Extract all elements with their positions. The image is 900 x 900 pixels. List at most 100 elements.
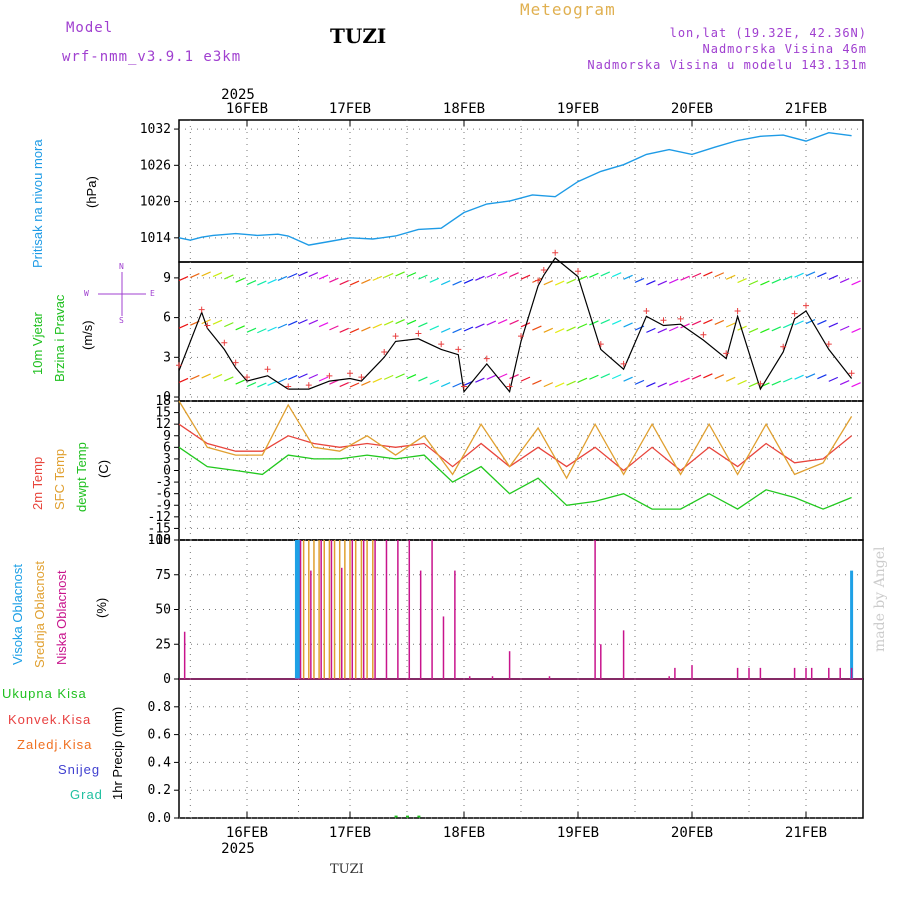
wind-vector xyxy=(475,377,485,383)
wind-vector xyxy=(646,382,656,388)
wind-gust-marker xyxy=(825,341,832,348)
wind-vector xyxy=(520,274,531,280)
wind-compass-south: S xyxy=(119,316,124,325)
wind-vector xyxy=(725,322,736,328)
wind-gust-marker xyxy=(506,383,513,390)
wind-vector xyxy=(828,274,839,280)
y-tick-label: 9 xyxy=(163,271,171,286)
wind-compass-icon xyxy=(98,272,146,316)
wind-vector xyxy=(520,376,531,382)
wind-vector xyxy=(349,328,360,334)
wind-vector xyxy=(691,374,702,380)
wind-vector xyxy=(691,272,702,278)
wind-vector xyxy=(760,328,770,334)
wind-vector xyxy=(308,319,319,325)
wind-vector xyxy=(190,374,200,381)
wind-vector xyxy=(600,271,611,277)
precip-label-conv: Konvek.Kisa xyxy=(8,712,92,727)
y-tick-label: 1026 xyxy=(140,158,171,173)
wind-gust-marker xyxy=(244,374,250,381)
wind-gust-marker xyxy=(734,307,741,314)
wind-vector xyxy=(714,374,725,380)
wind-vector xyxy=(329,379,339,385)
wind-compass-west: W xyxy=(84,289,89,298)
wind-vector xyxy=(452,280,462,286)
y-tick-label: -15 xyxy=(148,521,171,536)
precip-total-bar xyxy=(406,815,409,818)
wind-gust-marker xyxy=(455,346,462,353)
wind-vector xyxy=(235,277,245,283)
wind-vector xyxy=(440,280,451,286)
wind-vector xyxy=(418,376,428,382)
model-name: wrf-nmm_v3.9.1 e3km xyxy=(62,49,242,65)
wind-vector xyxy=(657,382,668,388)
wind-compass-north: N xyxy=(119,262,124,271)
date-label-bottom-16FEB: 16FEB xyxy=(226,825,268,841)
wind-vector xyxy=(452,382,462,388)
wind-vector xyxy=(497,271,508,277)
wind-vector xyxy=(361,278,371,284)
wind-gust-marker xyxy=(438,341,445,348)
y-tick-label: 6 xyxy=(163,311,171,326)
wind-vector xyxy=(277,275,288,282)
wind-vector xyxy=(308,373,319,380)
wind-vector xyxy=(497,373,508,379)
wind-vector xyxy=(566,326,576,332)
wind-gust-marker xyxy=(660,317,667,324)
wind-vector xyxy=(287,374,298,380)
wind-vector xyxy=(566,278,576,284)
wind-vector xyxy=(298,319,308,325)
precip-label-snow: Snijeg xyxy=(58,762,101,777)
wind-vector xyxy=(395,373,405,379)
wind-vector xyxy=(566,380,576,386)
wind-vector xyxy=(486,320,497,326)
wind-vector xyxy=(318,376,329,382)
panel-frame-4 xyxy=(178,678,864,819)
wind-vector xyxy=(212,373,223,380)
wind-vector xyxy=(329,277,339,283)
wind-vector xyxy=(646,327,656,333)
wind-vector xyxy=(287,272,298,279)
wind-vector xyxy=(623,322,633,328)
wind-gust-marker xyxy=(358,374,365,381)
wind-vector xyxy=(589,272,599,278)
wind-vector xyxy=(771,380,782,386)
wind-gust-marker xyxy=(552,249,559,256)
wind-vector xyxy=(680,275,690,281)
wind-vector xyxy=(486,272,497,278)
wind-vector xyxy=(190,273,200,279)
wind-gust-marker xyxy=(381,349,388,356)
wind-gust-marker xyxy=(326,372,333,379)
wind-gust-marker xyxy=(483,355,490,362)
y-tick-label: -6 xyxy=(155,487,171,502)
y-tick-label: 1032 xyxy=(140,122,171,137)
date-label-top-21FEB: 21FEB xyxy=(785,101,827,117)
wind-vector xyxy=(839,325,850,331)
wind-compass-east: E xyxy=(150,289,155,298)
wind-vector xyxy=(418,322,428,328)
wind-vector xyxy=(543,280,554,286)
wind-gust-marker xyxy=(198,306,205,313)
wind-vector xyxy=(372,323,383,329)
wind-vector xyxy=(509,374,519,380)
wind-vector xyxy=(475,275,485,281)
y-tick-label: 0 xyxy=(163,464,171,479)
y-tick-label: 0.4 xyxy=(148,755,172,770)
wind-vector xyxy=(509,272,519,278)
y-tick-label: -18 xyxy=(148,533,171,548)
precip-total-bar xyxy=(394,815,398,818)
date-label-bottom-21FEB: 21FEB xyxy=(785,825,827,841)
wind-vector xyxy=(212,271,223,278)
wind-gust-marker xyxy=(848,370,855,377)
wind-vector xyxy=(406,373,417,380)
wind-vector xyxy=(817,272,827,278)
y-tick-label: 12 xyxy=(155,417,171,432)
wind-vector xyxy=(246,280,257,286)
wind-vector xyxy=(634,277,645,283)
wind-vector xyxy=(235,325,245,331)
wind-vector xyxy=(851,382,861,388)
wind-gust-marker xyxy=(723,350,730,357)
wind-vector xyxy=(703,319,713,325)
